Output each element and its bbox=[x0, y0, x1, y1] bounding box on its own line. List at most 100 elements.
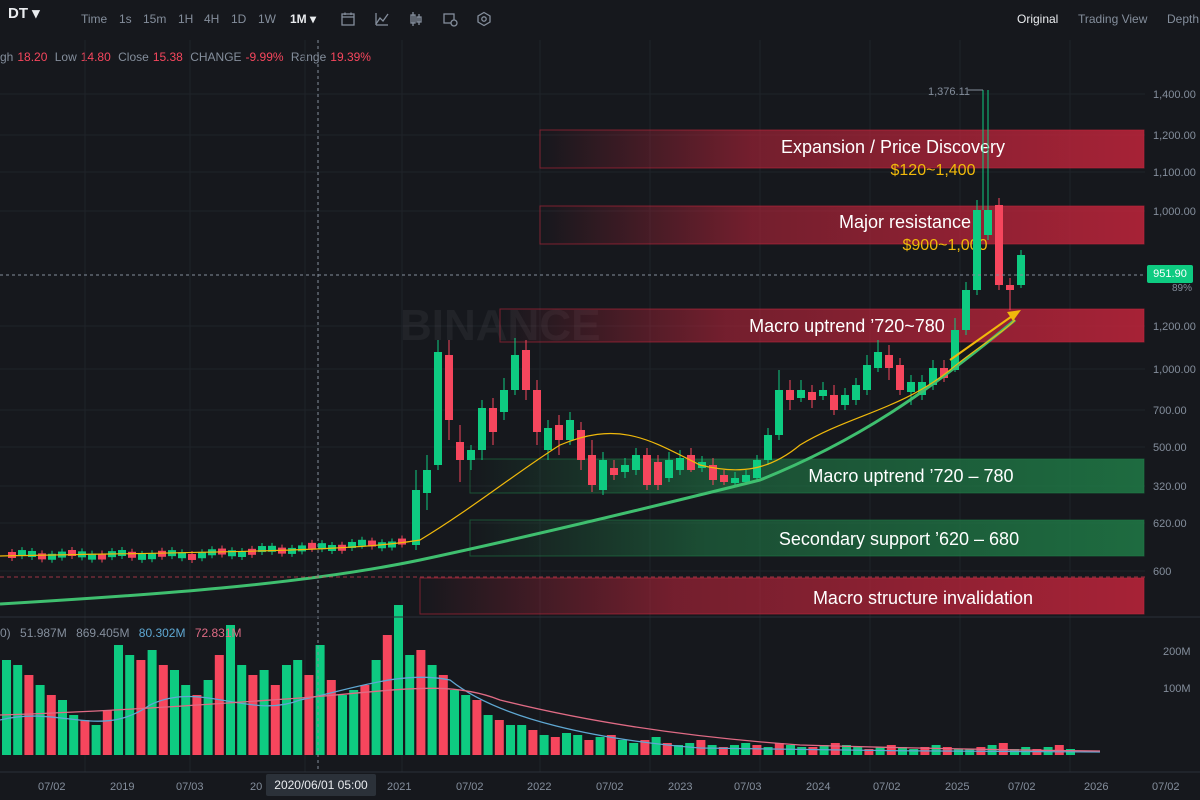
volume-bar bbox=[315, 645, 325, 755]
zone-band bbox=[469, 519, 1145, 557]
volume-bar bbox=[136, 660, 146, 755]
volume-bar bbox=[158, 665, 168, 755]
view-trading-view[interactable]: Trading View bbox=[1078, 12, 1148, 26]
volume-quote-value: 869.405M bbox=[76, 626, 130, 640]
candle bbox=[654, 455, 662, 490]
moving-averages-layer bbox=[0, 318, 1016, 606]
volume-bar bbox=[427, 665, 437, 755]
interval-4h[interactable]: 4H bbox=[204, 12, 220, 26]
candle bbox=[368, 537, 376, 550]
volume-bar bbox=[494, 720, 504, 755]
volume-bar bbox=[270, 685, 280, 755]
interval-1h[interactable]: 1H bbox=[178, 12, 194, 26]
calendar-icon[interactable] bbox=[340, 11, 356, 27]
candle bbox=[1006, 278, 1014, 310]
zone-title: Expansion / Price Discovery bbox=[781, 137, 1005, 157]
candle bbox=[621, 458, 629, 478]
zone-price-range: $120~1,400 bbox=[891, 162, 976, 179]
volume-bar bbox=[528, 730, 538, 755]
volume-bar bbox=[304, 675, 314, 755]
volume-bar bbox=[830, 743, 840, 755]
price-axis-label: 700.00 bbox=[1153, 405, 1187, 417]
price-axis-label: 600 bbox=[1153, 566, 1171, 578]
volume-bar bbox=[58, 700, 67, 755]
volume-bar bbox=[91, 725, 101, 755]
view-depth[interactable]: Depth bbox=[1167, 12, 1200, 26]
volume-bar bbox=[46, 695, 56, 755]
candle bbox=[178, 549, 186, 562]
interval-1w[interactable]: 1W bbox=[258, 12, 276, 26]
drawing-tools-icon[interactable] bbox=[442, 11, 458, 27]
volume-bar bbox=[450, 690, 459, 755]
zone-1: Expansion / Price Discovery $120~1,400 bbox=[539, 129, 1145, 179]
candle bbox=[786, 380, 794, 410]
interval-15m[interactable]: 15m bbox=[143, 12, 167, 26]
time-axis-label: 07/03 bbox=[734, 781, 762, 793]
settings-icon[interactable] bbox=[476, 11, 492, 27]
interval-1s[interactable]: 1s bbox=[119, 12, 132, 26]
candle bbox=[288, 544, 296, 557]
zone-band bbox=[539, 205, 1145, 245]
volume-axis-label: 200M bbox=[1163, 646, 1191, 658]
volume-bar bbox=[718, 747, 728, 755]
volume-bar bbox=[640, 740, 650, 755]
candle bbox=[940, 360, 948, 382]
volume-bar bbox=[662, 743, 672, 755]
candle bbox=[158, 547, 166, 560]
volume-ma2-value: 72.831M bbox=[194, 626, 242, 640]
interval-1d[interactable]: 1D bbox=[231, 12, 247, 26]
zone-title: Macro uptrend ’720~780 bbox=[749, 316, 945, 336]
view-original[interactable]: Original bbox=[1017, 12, 1059, 26]
volume-bar bbox=[114, 645, 123, 755]
volume-bar bbox=[954, 749, 963, 755]
interval-time[interactable]: Time bbox=[81, 12, 108, 26]
volume-bar bbox=[606, 735, 616, 755]
candle bbox=[610, 460, 618, 480]
candle bbox=[268, 542, 276, 555]
volume-bar bbox=[69, 715, 79, 755]
candle bbox=[18, 547, 26, 560]
zone-band bbox=[499, 308, 1145, 343]
candle bbox=[962, 282, 970, 335]
candle bbox=[984, 90, 992, 240]
volume-bar bbox=[416, 650, 426, 755]
volume-bar bbox=[539, 735, 549, 755]
price-axis-label: 1,100.00 bbox=[1153, 167, 1196, 179]
candle bbox=[588, 440, 596, 492]
candle-type-icon[interactable] bbox=[408, 11, 424, 27]
candle bbox=[852, 378, 860, 405]
candle bbox=[238, 547, 246, 560]
zone-2: Major resistance $900~1,000 bbox=[539, 205, 1145, 254]
volume-bar bbox=[584, 740, 594, 755]
volume-ma1-value: 80.302M bbox=[138, 626, 186, 640]
candle bbox=[1017, 250, 1025, 288]
candle bbox=[388, 538, 396, 551]
symbol-selector[interactable]: DT ▾ bbox=[8, 5, 40, 22]
time-axis-label: 07/02 bbox=[596, 781, 624, 793]
volume-bar bbox=[102, 710, 112, 755]
volume-bar bbox=[853, 747, 863, 755]
candle bbox=[98, 550, 106, 563]
zone-band bbox=[469, 458, 1145, 494]
time-axis-label: 2024 bbox=[806, 781, 830, 793]
volume-bar bbox=[203, 680, 213, 755]
candle bbox=[467, 445, 475, 470]
volume-bar bbox=[517, 725, 527, 755]
volume-bar bbox=[629, 743, 639, 755]
volume-bar bbox=[2, 660, 11, 755]
candle bbox=[48, 550, 56, 563]
candle bbox=[676, 450, 684, 475]
zone-4: Macro uptrend ’720 – 780 bbox=[469, 458, 1145, 494]
candle bbox=[38, 550, 46, 563]
time-axis-label: 2019 bbox=[110, 781, 134, 793]
price-axis-label: 500.00 bbox=[1153, 442, 1187, 454]
price-axis-label: 1,200.00 bbox=[1153, 130, 1196, 142]
candle bbox=[298, 542, 306, 555]
candle bbox=[434, 340, 442, 470]
volume-bar bbox=[125, 655, 135, 755]
indicator-icon[interactable] bbox=[374, 11, 390, 27]
interval-1m[interactable]: 1M ▾ bbox=[290, 12, 317, 26]
candle bbox=[995, 198, 1003, 290]
volume-bar bbox=[651, 737, 661, 755]
